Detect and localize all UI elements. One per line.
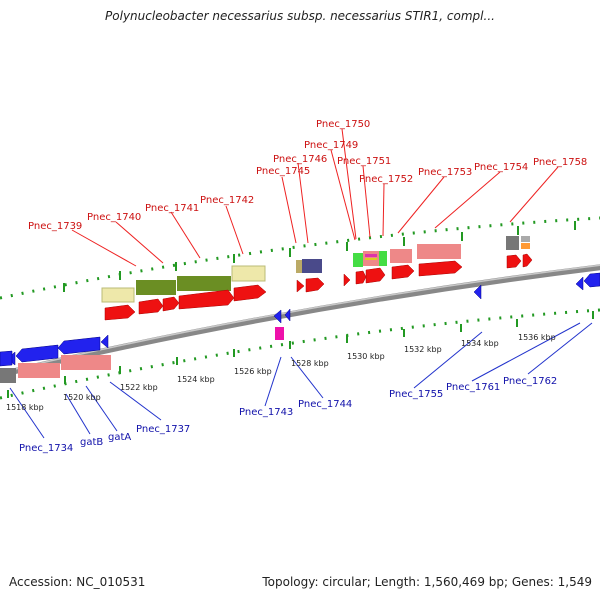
label-pnec-1752[interactable]: Pnec_1752 bbox=[359, 174, 413, 185]
gene-box-pnec-1758-orange[interactable] bbox=[521, 243, 530, 249]
topology-summary: Topology: circular; Length: 1,560,469 bp… bbox=[262, 575, 592, 589]
label-pnec-1749[interactable]: Pnec_1749 bbox=[304, 140, 358, 151]
arrow-fwd-3[interactable] bbox=[162, 296, 180, 312]
arrow-rev-9[interactable] bbox=[583, 272, 600, 288]
label-pnec-1742[interactable]: Pnec_1742 bbox=[200, 195, 254, 206]
gene-box-pnec-1740[interactable] bbox=[136, 280, 176, 295]
reverse-arrows[interactable] bbox=[0, 272, 600, 367]
label-pnec-1761[interactable]: Pnec_1761 bbox=[446, 382, 500, 393]
gene-box-pnec-1734[interactable] bbox=[0, 368, 16, 383]
arrow-fwd-1[interactable] bbox=[104, 304, 136, 321]
label-pnec-1743[interactable]: Pnec_1743 bbox=[239, 407, 293, 418]
gene-box-pnec-1751-stripe bbox=[365, 254, 377, 257]
gene-box-pnec-1741[interactable] bbox=[177, 276, 231, 291]
arrow-rev-5[interactable] bbox=[273, 309, 282, 324]
label-pnec-1746[interactable]: Pnec_1746 bbox=[273, 154, 327, 165]
arrow-rev-3[interactable] bbox=[57, 336, 101, 355]
forward-leader-lines bbox=[71, 128, 559, 267]
gene-box-pnec-1751-stripe2 bbox=[365, 258, 377, 260]
map-title: Polynucleobacter necessarius subsp. nece… bbox=[105, 9, 495, 23]
kbp-label: 1532 kbp bbox=[404, 345, 442, 354]
gene-box-pnec-1750[interactable] bbox=[353, 253, 363, 267]
arrow-rev-1b[interactable] bbox=[0, 350, 13, 367]
label-pnec-1745[interactable]: Pnec_1745 bbox=[256, 166, 310, 177]
label-pnec-1740[interactable]: Pnec_1740 bbox=[87, 212, 141, 223]
label-gatb[interactable]: gatB bbox=[80, 437, 103, 448]
forward-arrows[interactable] bbox=[104, 253, 533, 321]
gene-box-pnec-1753[interactable] bbox=[390, 249, 412, 263]
label-pnec-1734[interactable]: Pnec_1734 bbox=[19, 443, 73, 454]
kbp-label: 1520 kbp bbox=[63, 393, 101, 402]
accession-text: Accession: NC_010531 bbox=[9, 575, 146, 589]
label-pnec-1750[interactable]: Pnec_1750 bbox=[316, 119, 370, 130]
kbp-label: 1534 kbp bbox=[461, 339, 499, 348]
label-pnec-1758[interactable]: Pnec_1758 bbox=[533, 157, 587, 168]
label-pnec-1737[interactable]: Pnec_1737 bbox=[136, 424, 190, 435]
gene-box-gatb[interactable] bbox=[18, 363, 60, 378]
arrow-rev-2[interactable] bbox=[15, 344, 59, 363]
label-pnec-1744[interactable]: Pnec_1744 bbox=[298, 399, 352, 410]
kbp-label: 1528 kbp bbox=[291, 359, 329, 368]
forward-gene-boxes[interactable] bbox=[101, 236, 530, 303]
gene-box-pnec-1739[interactable] bbox=[101, 287, 135, 303]
reverse-gene-labels: Pnec_1734 gatB gatA Pnec_1737 Pnec_1743 … bbox=[19, 376, 557, 454]
arrow-fwd-9[interactable] bbox=[355, 270, 367, 285]
label-pnec-1754[interactable]: Pnec_1754 bbox=[474, 162, 528, 173]
arrow-rev-6[interactable] bbox=[284, 308, 291, 322]
kbp-label: 1536 kbp bbox=[518, 333, 556, 342]
major-tick-marks bbox=[7, 221, 594, 398]
gene-box-pnec-1742[interactable] bbox=[231, 265, 266, 282]
kbp-label: 1522 kbp bbox=[120, 383, 158, 392]
arrow-fwd-5[interactable] bbox=[233, 284, 267, 302]
arrow-fwd-11[interactable] bbox=[391, 264, 415, 280]
label-pnec-1753[interactable]: Pnec_1753 bbox=[418, 167, 472, 178]
label-pnec-1755[interactable]: Pnec_1755 bbox=[389, 389, 443, 400]
arrow-fwd-6[interactable] bbox=[296, 279, 305, 293]
gene-box-pnec-1743[interactable] bbox=[275, 327, 284, 340]
gene-box-pnec-1754[interactable] bbox=[417, 244, 461, 259]
arrow-fwd-7[interactable] bbox=[305, 277, 325, 293]
reverse-leader-lines bbox=[9, 322, 593, 439]
arrow-fwd-14[interactable] bbox=[522, 253, 533, 268]
kbp-label: 1526 kbp bbox=[234, 367, 272, 376]
kbp-label: 1530 kbp bbox=[347, 352, 385, 361]
arrow-fwd-2[interactable] bbox=[138, 298, 164, 315]
gene-box-pnec-1758-small[interactable] bbox=[521, 236, 530, 242]
gene-box-pnec-1752[interactable] bbox=[379, 251, 387, 266]
label-pnec-1751[interactable]: Pnec_1751 bbox=[337, 156, 391, 167]
label-pnec-1762[interactable]: Pnec_1762 bbox=[503, 376, 557, 387]
gene-box-pnec-1746[interactable] bbox=[302, 259, 322, 273]
gene-box-pnec-1758[interactable] bbox=[506, 236, 519, 250]
label-pnec-1739[interactable]: Pnec_1739 bbox=[28, 221, 82, 232]
kbp-label: 1518 kbp bbox=[6, 403, 44, 412]
arrow-fwd-12[interactable] bbox=[418, 260, 463, 277]
kbp-label: 1524 kbp bbox=[177, 375, 215, 384]
arrow-rev-8[interactable] bbox=[575, 276, 584, 291]
arrow-rev-7[interactable] bbox=[473, 284, 482, 300]
arrow-rev-4[interactable] bbox=[100, 334, 109, 349]
arrow-fwd-8[interactable] bbox=[343, 273, 351, 287]
arrow-fwd-4[interactable] bbox=[178, 289, 235, 310]
forward-gene-labels: Pnec_1739 Pnec_1740 Pnec_1741 Pnec_1742 … bbox=[28, 119, 587, 232]
arrow-fwd-10[interactable] bbox=[365, 267, 386, 284]
arrow-fwd-13[interactable] bbox=[506, 254, 522, 269]
reverse-gene-boxes[interactable] bbox=[0, 327, 284, 383]
gene-box-pnec-1745[interactable] bbox=[296, 260, 302, 273]
gene-box-gata[interactable] bbox=[61, 355, 111, 370]
label-pnec-1741[interactable]: Pnec_1741 bbox=[145, 203, 199, 214]
kbp-scale-labels: 1518 kbp 1520 kbp 1522 kbp 1524 kbp 1526… bbox=[6, 333, 556, 412]
label-gata[interactable]: gatA bbox=[108, 432, 131, 443]
